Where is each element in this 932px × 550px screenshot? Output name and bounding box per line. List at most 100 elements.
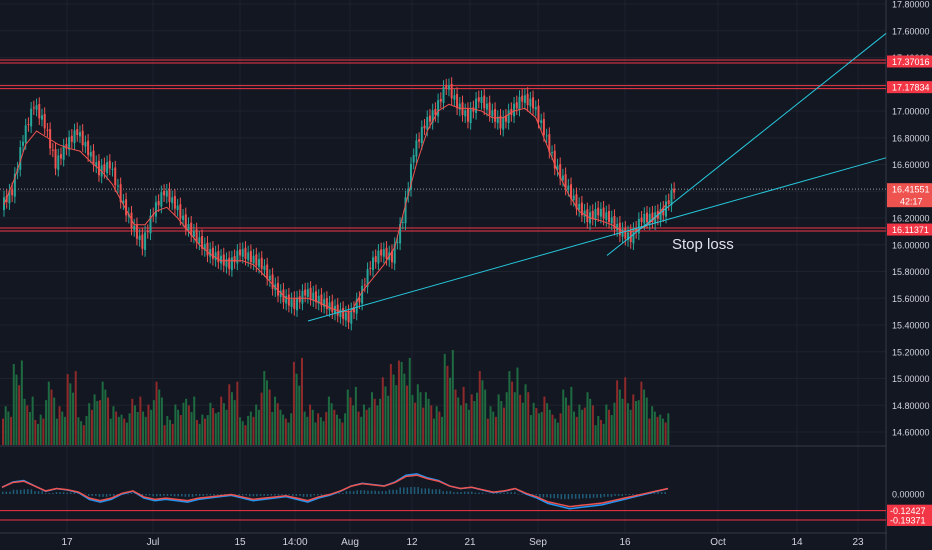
volume-bar [287, 422, 290, 445]
candle-body [89, 152, 92, 157]
volume-bar [63, 416, 66, 445]
volume-bar [551, 414, 554, 445]
candle-body [59, 154, 62, 159]
volume-bar [109, 418, 112, 445]
volume-bar [532, 402, 535, 445]
volume-bar [80, 421, 83, 445]
osc-histogram-bar [453, 492, 455, 494]
osc-histogram-bar [660, 492, 663, 494]
osc-histogram-bar [170, 494, 172, 496]
volume-bar [120, 414, 123, 445]
level-tag[interactable] [887, 81, 932, 94]
candle-body [344, 312, 347, 321]
candle-body [125, 199, 128, 216]
candle-body [27, 124, 30, 126]
volume-bar [430, 405, 433, 445]
candle-body [651, 212, 654, 223]
candle-body [285, 295, 288, 304]
time-tick-label: 16 [619, 537, 631, 548]
volume-bar [139, 396, 142, 445]
osc-histogram-bar [195, 494, 197, 496]
trendline-1[interactable] [307, 157, 887, 322]
last-price-tag[interactable] [887, 183, 932, 208]
osc-histogram-bar [34, 491, 36, 494]
volume-bar [446, 365, 449, 445]
volume-bar [241, 421, 244, 445]
osc-histogram-bar [141, 494, 144, 496]
volume-bar [53, 397, 56, 445]
volume-bar [322, 421, 325, 445]
level-tag[interactable] [887, 223, 932, 236]
candle-body [78, 132, 81, 137]
trendline-2[interactable] [606, 33, 887, 256]
time-tick-label: 14 [791, 537, 803, 548]
volume-bar [381, 377, 384, 445]
volume-bar [228, 384, 231, 445]
volume-bar [10, 416, 13, 445]
level-tag[interactable] [887, 55, 932, 68]
level-tag-label: 16.11371 [892, 225, 929, 235]
price-axis[interactable]: 17.8000017.6000017.4000017.2000017.00000… [887, 0, 932, 550]
volume-bar [352, 405, 355, 445]
candle-body [643, 213, 646, 224]
osc-histogram-bar [98, 494, 101, 497]
osc-histogram-bar [635, 494, 638, 495]
volume-bar [174, 404, 177, 445]
trendlines[interactable] [307, 33, 887, 322]
volume-bar [608, 409, 611, 445]
osc-histogram-bar [399, 487, 401, 494]
annotation-stop-loss[interactable]: Stop loss [672, 236, 734, 253]
volume-bar [20, 360, 23, 445]
osc-histogram-bar [446, 491, 448, 494]
price-tick-label: 16.20000 [892, 214, 930, 224]
candle-body [298, 296, 301, 303]
candle-body [108, 160, 111, 169]
time-axis[interactable]: 17 Jul 15 14:00 Aug 12 21 Sep 16 Oct 14 23 [61, 537, 864, 548]
candle-body [377, 250, 380, 264]
candle-body [163, 190, 166, 196]
osc-histogram-bar [87, 494, 90, 496]
candle-body [608, 210, 611, 223]
osc-histogram-bar [614, 494, 616, 496]
volume-bar [136, 412, 139, 445]
candle-body [627, 232, 630, 241]
candle-body [40, 115, 43, 120]
price-tick-label: 15.00000 [892, 374, 930, 384]
volume-bar [150, 409, 153, 445]
volume-bar [395, 385, 398, 445]
candle-body [323, 299, 326, 307]
volume-bar [605, 404, 608, 445]
candle-body [301, 290, 304, 304]
volume-bar [279, 409, 282, 445]
candle-body [157, 200, 160, 206]
osc-histogram-bar [467, 491, 469, 494]
candle-body [621, 229, 624, 237]
osc-histogram-bar [585, 494, 588, 499]
volume-bar [327, 396, 330, 445]
volume-bar [276, 403, 279, 445]
volume-bar [239, 417, 242, 445]
candle-body [214, 252, 217, 261]
time-tick-label: Sep [529, 537, 547, 548]
candle-body [350, 309, 353, 324]
candle-body [358, 297, 361, 303]
volume-bar [354, 386, 357, 445]
osc-histogram-bar [338, 493, 341, 494]
price-tick-label: 15.80000 [892, 267, 930, 277]
candle-body [420, 127, 423, 144]
candle-body [572, 195, 575, 200]
volume-bar [303, 411, 306, 445]
volume-bar [7, 411, 10, 445]
osc-histogram-bar [284, 494, 287, 495]
candle-body [648, 213, 651, 224]
volume-bar [190, 412, 193, 445]
candle-body [431, 110, 434, 124]
volume-bar [384, 386, 387, 445]
candle-body [559, 164, 562, 179]
volume-bar [247, 415, 250, 445]
volume-bar [422, 407, 425, 445]
volume-bar [260, 392, 263, 445]
candle-body [211, 247, 214, 259]
